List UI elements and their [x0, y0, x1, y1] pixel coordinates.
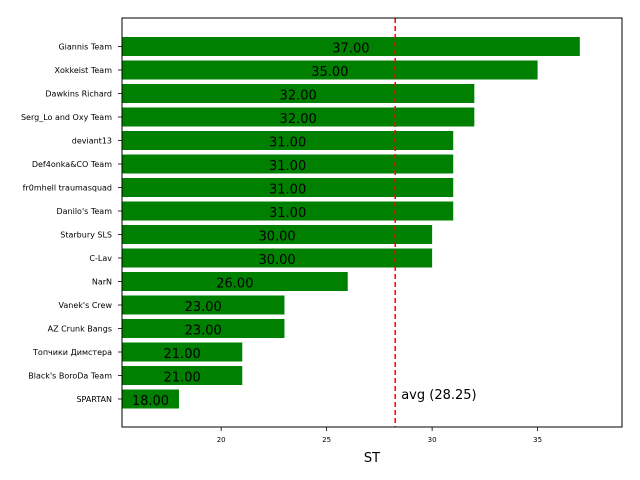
category-label: C-Lav [89, 254, 112, 263]
bar [122, 389, 179, 409]
x-axis-title: ST [364, 451, 380, 466]
category-label: Dawkins Richard [45, 90, 112, 99]
bar-value-label: 26.00 [216, 277, 253, 292]
bar-value-label: 21.00 [164, 347, 201, 362]
bar-value-label: 35.00 [311, 65, 348, 80]
x-tick-label: 35 [533, 436, 542, 444]
bar [122, 37, 580, 56]
category-label: AZ Crunk Bangs [48, 325, 112, 334]
category-label: NarN [92, 278, 112, 287]
bar-value-label: 30.00 [258, 253, 295, 268]
bar [122, 60, 538, 80]
category-label: Giannis Team [58, 43, 112, 52]
bar [122, 319, 285, 338]
bar-value-label: 23.00 [185, 300, 222, 315]
bar [122, 342, 243, 362]
bar-value-label: 32.00 [280, 89, 317, 104]
x-tick-label: 25 [322, 436, 331, 444]
category-label: Vanek's Crew [59, 301, 113, 310]
category-label: Black's BoroDa Team [28, 372, 112, 381]
x-tick-label: 30 [428, 436, 437, 444]
x-tick-label: 20 [217, 436, 226, 444]
bar-value-label: 18.00 [132, 394, 169, 409]
category-label: deviant13 [72, 137, 112, 146]
bar-value-label: 31.00 [269, 159, 306, 174]
average-label: avg (28.25) [401, 388, 476, 403]
bar-value-label: 30.00 [258, 230, 295, 245]
value-labels-group: 37.00 35.00 32.00 32.00 31.00 31.00 31.00 31.00… [132, 42, 370, 410]
category-label: Xokkeist Team [55, 66, 113, 75]
bar [122, 248, 433, 268]
bar-value-label: 23.00 [185, 324, 222, 339]
bar-value-label: 32.00 [280, 112, 317, 127]
y-ticks-group [118, 46, 122, 400]
bar [122, 84, 475, 103]
bar [122, 107, 475, 127]
bar [122, 225, 433, 244]
category-label: Топчики Димстера [32, 348, 112, 357]
category-label: SPARTAN [76, 395, 112, 404]
bar [122, 366, 243, 385]
category-label: Serg_Lo and Oxy Team [21, 113, 112, 122]
bar-value-label: 31.00 [269, 136, 306, 151]
plot-frame [121, 17, 623, 428]
bar [122, 154, 454, 174]
bar [122, 272, 348, 291]
bar [122, 201, 454, 221]
bar-value-label: 31.00 [269, 183, 306, 198]
bar [122, 178, 454, 197]
category-label: Starbury SLS [60, 231, 112, 240]
bar-value-label: 37.00 [332, 42, 369, 57]
x-ticks-group: 20 25 30 35 [217, 427, 542, 444]
bar [122, 295, 285, 315]
category-label: Danilo's Team [56, 207, 112, 216]
category-labels-group: Giannis Team Xokkeist Team Dawkins Richard… [21, 43, 112, 405]
bar-value-label: 21.00 [164, 371, 201, 386]
category-label: Def4onka&CO Team [32, 160, 112, 169]
bar-value-label: 31.00 [269, 206, 306, 221]
bars-group [122, 37, 580, 409]
category-label: fr0mhell traumasquad [23, 184, 112, 193]
bar [122, 131, 454, 150]
